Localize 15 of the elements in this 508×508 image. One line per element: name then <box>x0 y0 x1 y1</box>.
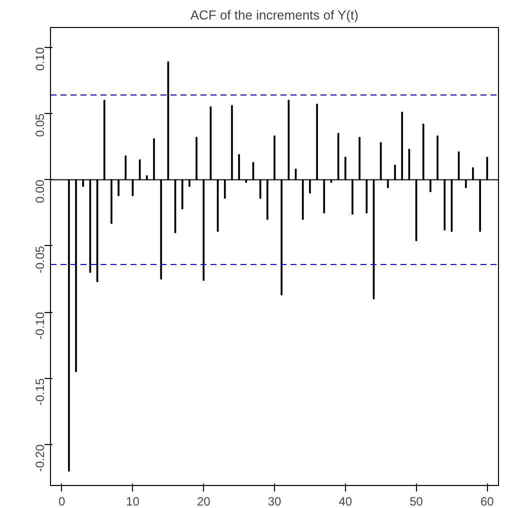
x-tick-label: 40 <box>338 494 352 508</box>
y-tick-label: -0.10 <box>33 312 47 340</box>
y-tick-label: -0.20 <box>33 444 47 472</box>
y-tick-label: 0.05 <box>33 113 47 137</box>
x-tick-label: 20 <box>196 494 211 508</box>
y-tick-label: -0.05 <box>33 246 47 274</box>
x-tick-label: 50 <box>410 494 424 508</box>
y-tick-label: 0.10 <box>33 47 47 71</box>
x-tick-label: 0 <box>58 494 66 508</box>
chart-title: ACF of the increments of Y(t) <box>190 8 358 22</box>
x-tick-label: 10 <box>126 494 140 508</box>
x-tick-label: 60 <box>480 494 494 508</box>
x-tick-label: 30 <box>268 494 282 508</box>
y-tick-label: 0.00 <box>33 179 47 204</box>
y-tick-label: -0.15 <box>33 378 47 406</box>
